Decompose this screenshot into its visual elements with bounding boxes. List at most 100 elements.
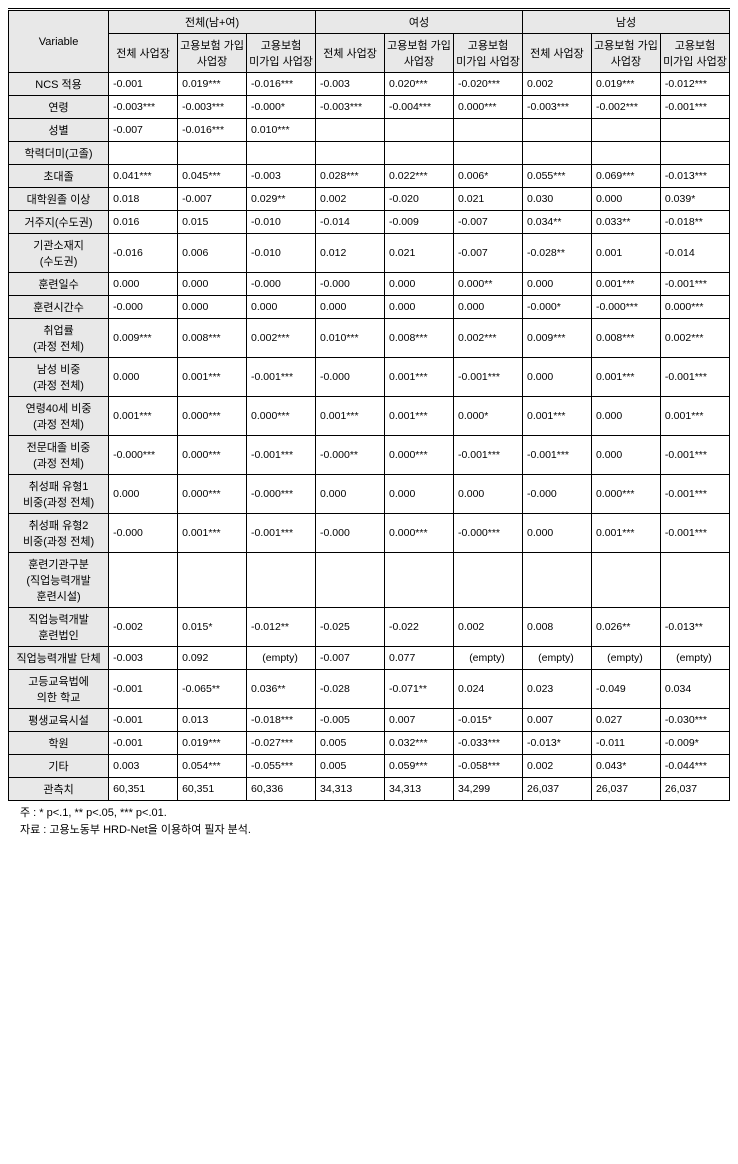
cell-value: 0.027 [591, 709, 660, 732]
row-label: 전문대졸 비중 (과정 전체) [9, 436, 109, 475]
cell-value: -0.000 [316, 273, 385, 296]
cell-value: 0.000 [385, 273, 454, 296]
cell-value: -0.007 [109, 119, 178, 142]
cell-value: -0.049 [591, 670, 660, 709]
cell-value: -0.001*** [660, 514, 729, 553]
cell-value: 0.006 [178, 234, 247, 273]
cell-value: -0.000 [522, 475, 591, 514]
table-row: 고등교육법에 의한 학교-0.001-0.065**0.036**-0.028-… [9, 670, 730, 709]
cell-value: 0.026** [591, 608, 660, 647]
cell-value: 0.092 [178, 647, 247, 670]
cell-value: -0.002 [109, 608, 178, 647]
cell-value: -0.000 [316, 358, 385, 397]
row-label: 기관소재지 (수도권) [9, 234, 109, 273]
cell-value: -0.014 [316, 211, 385, 234]
cell-value [591, 119, 660, 142]
header-group-all: 전체(남+여) [109, 10, 316, 34]
cell-value: -0.001*** [247, 358, 316, 397]
cell-value: 0.000*** [178, 436, 247, 475]
cell-value: -0.001*** [660, 436, 729, 475]
table-footnotes: 주 : * p<.1, ** p<.05, *** p<.01. 자료 : 고용… [8, 805, 730, 838]
cell-value: 0.043* [591, 755, 660, 778]
header-sub: 전체 사업장 [109, 34, 178, 73]
row-label: 취업률 (과정 전체) [9, 319, 109, 358]
cell-value: -0.013*** [660, 165, 729, 188]
cell-value: 0.000*** [385, 436, 454, 475]
cell-value: (empty) [660, 647, 729, 670]
cell-value: 0.036** [247, 670, 316, 709]
row-label: 성별 [9, 119, 109, 142]
cell-value: 0.034** [522, 211, 591, 234]
cell-value [660, 119, 729, 142]
cell-value: 0.032*** [385, 732, 454, 755]
cell-value: -0.001*** [660, 475, 729, 514]
header-group-male: 남성 [522, 10, 729, 34]
cell-value: 0.000 [522, 514, 591, 553]
row-label: 취성패 유형1 비중(과정 전체) [9, 475, 109, 514]
cell-value: -0.003 [247, 165, 316, 188]
cell-value: 0.024 [453, 670, 522, 709]
cell-value: -0.018*** [247, 709, 316, 732]
table-body: NCS 적용-0.0010.019***-0.016***-0.0030.020… [9, 73, 730, 801]
cell-value: 0.021 [453, 188, 522, 211]
cell-value: -0.000* [522, 296, 591, 319]
table-row: 남성 비중 (과정 전체)0.0000.001***-0.001***-0.00… [9, 358, 730, 397]
cell-value [591, 553, 660, 608]
cell-value: 0.000 [453, 475, 522, 514]
cell-value: -0.014 [660, 234, 729, 273]
table-row: 직업능력개발 단체-0.0030.092(empty)-0.0070.077(e… [9, 647, 730, 670]
cell-value [660, 553, 729, 608]
cell-value: 0.008 [522, 608, 591, 647]
cell-value: 0.000*** [453, 96, 522, 119]
cell-value: 0.016 [109, 211, 178, 234]
cell-value: -0.004*** [385, 96, 454, 119]
cell-value [316, 119, 385, 142]
row-label: 연령 [9, 96, 109, 119]
cell-value [522, 142, 591, 165]
header-sub: 고용보험 미가입 사업장 [453, 34, 522, 73]
cell-value: 0.002 [453, 608, 522, 647]
cell-value [385, 142, 454, 165]
cell-value: 0.000* [453, 397, 522, 436]
cell-value: 0.013 [178, 709, 247, 732]
cell-value: 0.006* [453, 165, 522, 188]
header-sub: 고용보험 가입 사업장 [385, 34, 454, 73]
cell-value: 0.008*** [591, 319, 660, 358]
cell-value: 0.001*** [385, 397, 454, 436]
cell-value: -0.028 [316, 670, 385, 709]
cell-value: 0.039* [660, 188, 729, 211]
row-label: 훈련시간수 [9, 296, 109, 319]
cell-value: -0.020 [385, 188, 454, 211]
cell-value: 0.008*** [178, 319, 247, 358]
table-row: NCS 적용-0.0010.019***-0.016***-0.0030.020… [9, 73, 730, 96]
cell-value: 0.000 [316, 475, 385, 514]
cell-value [316, 142, 385, 165]
cell-value: 0.019*** [591, 73, 660, 96]
header-sub: 고용보험 미가입 사업장 [247, 34, 316, 73]
cell-value: -0.001*** [660, 273, 729, 296]
cell-value [178, 142, 247, 165]
cell-value: 34,313 [385, 778, 454, 801]
table-row: 성별-0.007-0.016***0.010*** [9, 119, 730, 142]
row-label: 연령40세 비중 (과정 전체) [9, 397, 109, 436]
cell-value: -0.000*** [247, 475, 316, 514]
table-row: 직업능력개발 훈련법인-0.0020.015*-0.012**-0.025-0.… [9, 608, 730, 647]
cell-value: 0.055*** [522, 165, 591, 188]
cell-value: 0.001*** [316, 397, 385, 436]
cell-value: -0.001*** [247, 514, 316, 553]
table-row: 대학원졸 이상0.018-0.0070.029**0.002-0.0200.02… [9, 188, 730, 211]
cell-value: -0.007 [453, 234, 522, 273]
table-row: 학원-0.0010.019***-0.027***0.0050.032***-0… [9, 732, 730, 755]
cell-value: 0.002 [522, 73, 591, 96]
cell-value: -0.065** [178, 670, 247, 709]
row-label: 관측치 [9, 778, 109, 801]
table-row: 훈련일수0.0000.000-0.000-0.0000.0000.000**0.… [9, 273, 730, 296]
cell-value: -0.025 [316, 608, 385, 647]
cell-value: 0.069*** [591, 165, 660, 188]
cell-value: -0.055*** [247, 755, 316, 778]
header-sub: 전체 사업장 [316, 34, 385, 73]
cell-value: -0.000*** [109, 436, 178, 475]
cell-value: 0.007 [522, 709, 591, 732]
cell-value: 0.000 [178, 273, 247, 296]
cell-value: 0.009*** [522, 319, 591, 358]
